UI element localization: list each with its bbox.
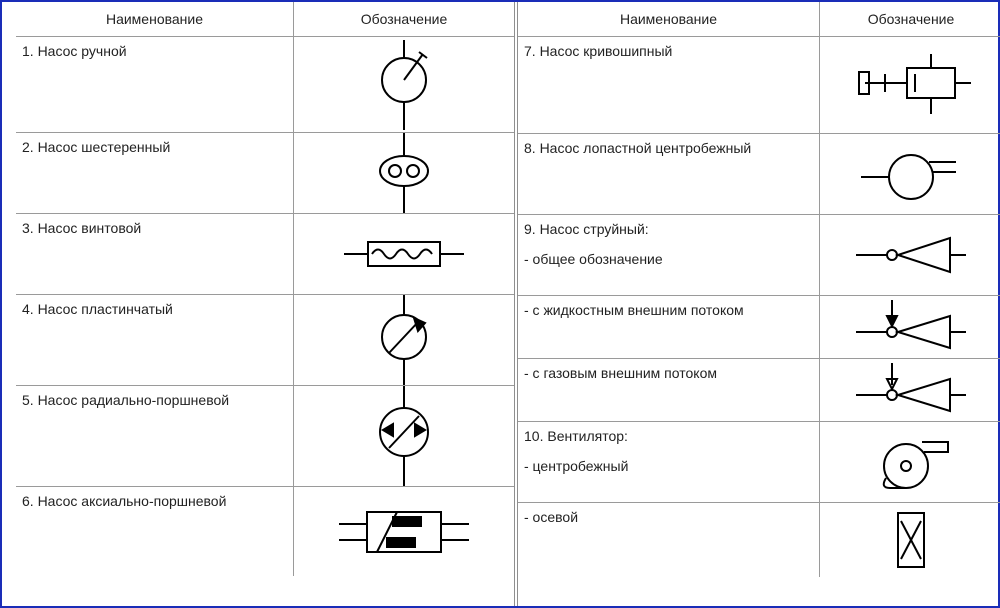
label-text: - осевой xyxy=(524,509,578,525)
row-fan-centrifugal: 10. Вентилятор: - центробежный xyxy=(518,422,1000,503)
label-text: 2. Насос шестеренный xyxy=(22,139,170,155)
header-row-left: Наименование Обозначение xyxy=(16,2,514,37)
cell-label: 7. Насос кривошипный xyxy=(518,37,820,133)
cell-label: - с газовым внешним потоком xyxy=(518,359,820,421)
cell-label: 4. Насос пластинчатый xyxy=(16,295,294,385)
fan-axial-icon xyxy=(886,507,936,573)
row-vane-pump: 4. Насос пластинчатый xyxy=(16,295,514,386)
jet-pump-liquid-icon xyxy=(856,300,966,355)
row-screw-pump: 3. Насос винтовой xyxy=(16,214,514,295)
cell-symbol xyxy=(294,37,514,132)
cell-label: - с жидкостным внешним потоком xyxy=(518,296,820,358)
label-text: 8. Насос лопастной центробежный xyxy=(524,140,751,156)
label-text: 1. Насос ручной xyxy=(22,43,127,59)
header-row-right: Наименование Обозначение xyxy=(518,2,1000,37)
header-symbol: Обозначение xyxy=(294,2,514,36)
crank-pump-icon xyxy=(851,50,971,120)
jet-pump-general-icon xyxy=(856,230,966,280)
label-text: - с газовым внешним потоком xyxy=(524,365,717,381)
label-text: - общее обозначение xyxy=(524,251,663,267)
cell-symbol xyxy=(294,487,514,576)
cell-symbol xyxy=(820,37,1000,133)
label-text: 9. Насос струйный: xyxy=(524,221,649,237)
label-text: - с жидкостным внешним потоком xyxy=(524,302,744,318)
cell-label: 6. Насос аксиально-поршневой xyxy=(16,487,294,576)
cell-symbol xyxy=(820,359,1000,421)
cell-label: 8. Насос лопастной центробежный xyxy=(518,134,820,214)
header-name: Наименование xyxy=(518,2,820,36)
cell-symbol xyxy=(820,503,1000,577)
cell-symbol xyxy=(294,133,514,213)
jet-pump-gas-icon xyxy=(856,363,966,418)
row-centrifugal-vane-pump: 8. Насос лопастной центробежный xyxy=(518,134,1000,215)
row-fan-axial: - осевой xyxy=(518,503,1000,577)
cell-label: 2. Насос шестеренный xyxy=(16,133,294,213)
label-text: 6. Насос аксиально-поршневой xyxy=(22,493,226,509)
cell-symbol xyxy=(820,296,1000,358)
cell-label: - осевой xyxy=(518,503,820,577)
row-jet-pump-general: 9. Насос струйный: - общее обозначение xyxy=(518,215,1000,296)
fan-centrifugal-icon xyxy=(866,430,956,494)
cell-symbol xyxy=(820,422,1000,502)
screw-pump-icon xyxy=(344,224,464,284)
left-column: Наименование Обозначение 1. Насос ручной xyxy=(16,2,514,606)
header-name: Наименование xyxy=(16,2,294,36)
cell-label: 9. Насос струйный: - общее обозначение xyxy=(518,215,820,295)
right-column: Наименование Обозначение 7. Насос кривош… xyxy=(518,2,1000,606)
cell-label: 5. Насос радиально-поршневой xyxy=(16,386,294,486)
header-symbol: Обозначение xyxy=(820,2,1000,36)
label-text: 10. Вентилятор: xyxy=(524,428,628,444)
cell-symbol xyxy=(820,215,1000,295)
cell-symbol xyxy=(294,386,514,486)
label-text: 3. Насос винтовой xyxy=(22,220,141,236)
cell-symbol xyxy=(294,214,514,294)
radial-piston-pump-icon xyxy=(359,386,449,486)
row-crank-pump: 7. Насос кривошипный xyxy=(518,37,1000,134)
label-text: 4. Насос пластинчатый xyxy=(22,301,173,317)
cell-label: 3. Насос винтовой xyxy=(16,214,294,294)
label-text: 5. Насос радиально-поршневой xyxy=(22,392,229,408)
cell-symbol xyxy=(294,295,514,385)
gear-pump-icon xyxy=(359,133,449,213)
row-axial-piston-pump: 6. Насос аксиально-поршневой xyxy=(16,487,514,576)
cell-symbol xyxy=(820,134,1000,214)
row-jet-pump-liquid: - с жидкостным внешним потоком xyxy=(518,296,1000,359)
cell-label: 10. Вентилятор: - центробежный xyxy=(518,422,820,502)
cell-label: 1. Насос ручной xyxy=(16,37,294,132)
symbol-table: Наименование Обозначение 1. Насос ручной xyxy=(0,0,1000,608)
axial-piston-pump-icon xyxy=(339,502,469,562)
hand-pump-icon xyxy=(359,40,449,130)
row-jet-pump-gas: - с газовым внешним потоком xyxy=(518,359,1000,422)
row-radial-piston-pump: 5. Насос радиально-поршневой xyxy=(16,386,514,487)
label-text: - центробежный xyxy=(524,458,628,474)
centrifugal-vane-pump-icon xyxy=(861,144,961,204)
row-gear-pump: 2. Насос шестеренный xyxy=(16,133,514,214)
label-text: 7. Насос кривошипный xyxy=(524,43,672,59)
row-hand-pump: 1. Насос ручной xyxy=(16,37,514,133)
vane-pump-icon xyxy=(359,295,449,385)
